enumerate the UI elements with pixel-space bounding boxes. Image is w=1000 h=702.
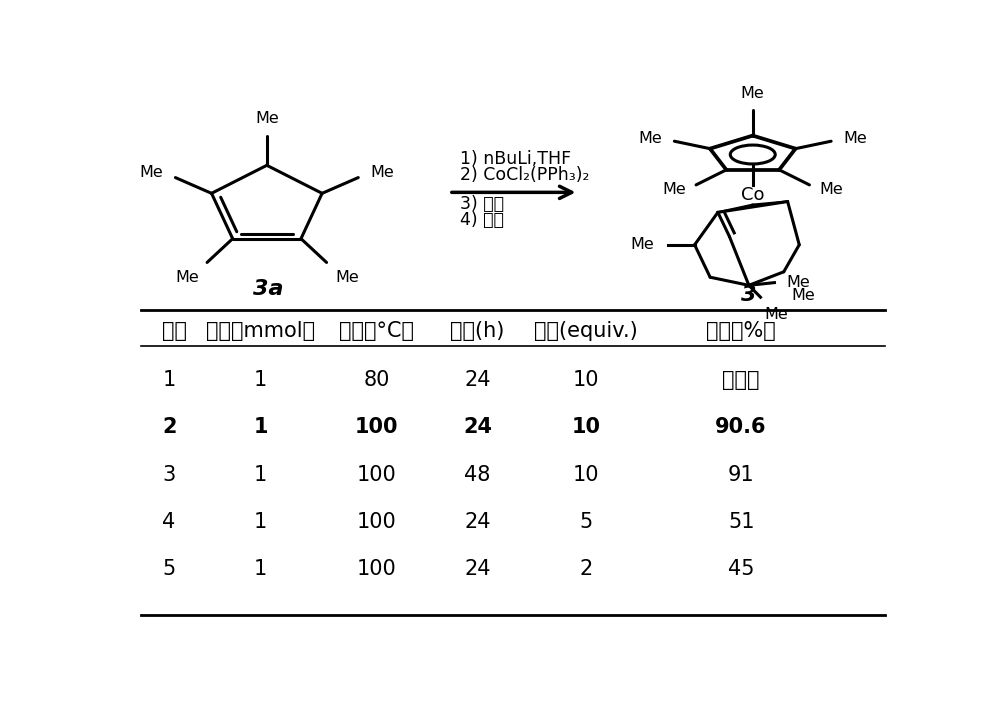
Text: 序号: 序号 (162, 322, 187, 341)
Text: 1: 1 (253, 418, 268, 437)
Text: 3: 3 (162, 465, 175, 484)
Text: 100: 100 (357, 559, 397, 579)
Text: 45: 45 (728, 559, 754, 579)
Text: Me: Me (175, 270, 199, 285)
Text: 1: 1 (254, 371, 267, 390)
Text: 10: 10 (573, 465, 599, 484)
Text: 24: 24 (464, 559, 491, 579)
Text: 1: 1 (254, 512, 267, 532)
Text: 10: 10 (572, 418, 601, 437)
Text: 48: 48 (464, 465, 491, 484)
Text: 100: 100 (357, 512, 397, 532)
Text: 10: 10 (573, 371, 599, 390)
Text: 蒎烯(equiv.): 蒎烯(equiv.) (534, 322, 638, 341)
Text: 91: 91 (728, 465, 754, 484)
Text: 温度（°C）: 温度（°C） (339, 322, 414, 341)
Text: 1: 1 (254, 465, 267, 484)
Text: 24: 24 (463, 418, 492, 437)
Text: 1) nBuLi,THF: 1) nBuLi,THF (460, 150, 571, 168)
Text: Me: Me (786, 275, 810, 290)
Text: Me: Me (140, 165, 164, 180)
Text: 24: 24 (464, 512, 491, 532)
Text: Me: Me (662, 183, 686, 197)
Text: Me: Me (820, 183, 843, 197)
Text: 100: 100 (357, 465, 397, 484)
Text: 3: 3 (741, 285, 757, 305)
Text: 90.6: 90.6 (715, 418, 767, 437)
Text: Me: Me (764, 307, 788, 322)
Text: 100: 100 (355, 418, 399, 437)
Text: Me: Me (631, 237, 654, 252)
Text: 时间(h): 时间(h) (450, 322, 505, 341)
Text: 无反应: 无反应 (722, 371, 760, 390)
Text: Me: Me (255, 111, 279, 126)
Text: Me: Me (639, 131, 662, 146)
Text: 1: 1 (162, 371, 175, 390)
Text: 24: 24 (464, 371, 491, 390)
Text: 2: 2 (162, 418, 177, 437)
Text: Co: Co (741, 186, 765, 204)
Text: 4) 蘎烯: 4) 蘎烯 (460, 211, 504, 230)
Text: Me: Me (741, 86, 765, 101)
Text: 4: 4 (162, 512, 175, 532)
Text: 3) 锨粉: 3) 锨粉 (460, 195, 504, 213)
Text: 51: 51 (728, 512, 754, 532)
Text: 1: 1 (254, 559, 267, 579)
Text: Me: Me (792, 288, 815, 303)
Text: Me: Me (335, 270, 359, 285)
Text: 2) CoCl₂(PPh₃)₂: 2) CoCl₂(PPh₃)₂ (460, 166, 589, 184)
Text: 5: 5 (162, 559, 175, 579)
Text: 80: 80 (364, 371, 390, 390)
Text: 5: 5 (580, 512, 593, 532)
Text: 剂量（mmol）: 剂量（mmol） (206, 322, 315, 341)
Text: Me: Me (843, 131, 867, 146)
Text: 3a: 3a (253, 279, 284, 298)
Text: 2: 2 (580, 559, 593, 579)
Text: 产率（%）: 产率（%） (706, 322, 776, 341)
Text: Me: Me (370, 165, 394, 180)
